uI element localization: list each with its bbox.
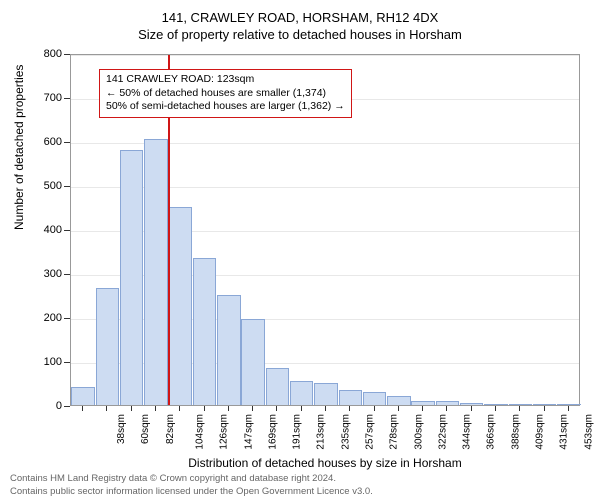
x-tick-label: 82sqm bbox=[165, 414, 176, 444]
histogram-bar bbox=[217, 295, 240, 405]
annotation-line: ← 50% of detached houses are smaller (1,… bbox=[106, 87, 345, 101]
x-tick-label: 366sqm bbox=[486, 414, 497, 450]
x-tick-label: 147sqm bbox=[243, 414, 254, 450]
x-tick-label: 409sqm bbox=[535, 414, 546, 450]
chart-plot-area: 141 CRAWLEY ROAD: 123sqm← 50% of detache… bbox=[70, 54, 580, 406]
histogram-bar bbox=[363, 392, 386, 405]
x-tick-label: 278sqm bbox=[389, 414, 400, 450]
x-tick-mark bbox=[179, 406, 180, 411]
y-tick-label: 300 bbox=[2, 268, 62, 280]
histogram-bar bbox=[339, 390, 362, 405]
y-tick-label: 700 bbox=[2, 92, 62, 104]
histogram-bar bbox=[290, 381, 313, 405]
footer-line1: Contains HM Land Registry data © Crown c… bbox=[10, 473, 373, 485]
histogram-bar bbox=[436, 401, 459, 405]
chart-container: 141, CRAWLEY ROAD, HORSHAM, RH12 4DX Siz… bbox=[0, 0, 600, 500]
x-tick-label: 191sqm bbox=[292, 414, 303, 450]
x-axis: Distribution of detached houses by size … bbox=[70, 406, 580, 456]
x-tick-mark bbox=[325, 406, 326, 411]
x-tick-mark bbox=[301, 406, 302, 411]
y-axis: 0100200300400500600700800 bbox=[0, 54, 70, 406]
histogram-bar bbox=[314, 383, 337, 405]
y-tick-label: 400 bbox=[2, 224, 62, 236]
x-tick-mark bbox=[471, 406, 472, 411]
annotation-box: 141 CRAWLEY ROAD: 123sqm← 50% of detache… bbox=[99, 69, 352, 118]
histogram-bar bbox=[169, 207, 192, 405]
histogram-bar bbox=[266, 368, 289, 405]
histogram-bar bbox=[484, 404, 507, 405]
x-tick-mark bbox=[422, 406, 423, 411]
histogram-bar bbox=[120, 150, 143, 405]
x-tick-label: 388sqm bbox=[510, 414, 521, 450]
histogram-bar bbox=[460, 403, 483, 405]
histogram-bar bbox=[193, 258, 216, 405]
x-tick-label: 453sqm bbox=[583, 414, 594, 450]
x-tick-label: 213sqm bbox=[316, 414, 327, 450]
y-tick-label: 200 bbox=[2, 312, 62, 324]
x-tick-label: 257sqm bbox=[365, 414, 376, 450]
y-tick-label: 500 bbox=[2, 180, 62, 192]
x-tick-label: 322sqm bbox=[437, 414, 448, 450]
histogram-bar bbox=[387, 396, 410, 405]
x-tick-mark bbox=[106, 406, 107, 411]
histogram-bar bbox=[241, 319, 264, 405]
x-tick-label: 169sqm bbox=[267, 414, 278, 450]
x-tick-label: 300sqm bbox=[413, 414, 424, 450]
x-tick-mark bbox=[131, 406, 132, 411]
x-tick-mark bbox=[349, 406, 350, 411]
y-tick-label: 0 bbox=[2, 400, 62, 412]
x-tick-mark bbox=[82, 406, 83, 411]
annotation-line: 141 CRAWLEY ROAD: 123sqm bbox=[106, 73, 345, 87]
histogram-bar bbox=[96, 288, 119, 405]
x-tick-label: 344sqm bbox=[462, 414, 473, 450]
annotation-line: 50% of semi-detached houses are larger (… bbox=[106, 100, 345, 114]
x-tick-mark bbox=[204, 406, 205, 411]
x-tick-label: 60sqm bbox=[140, 414, 151, 444]
histogram-bar bbox=[533, 404, 556, 405]
x-tick-mark bbox=[446, 406, 447, 411]
y-tick-label: 600 bbox=[2, 136, 62, 148]
x-tick-label: 38sqm bbox=[116, 414, 127, 444]
x-tick-mark bbox=[495, 406, 496, 411]
chart-title-main: 141, CRAWLEY ROAD, HORSHAM, RH12 4DX bbox=[0, 0, 600, 25]
x-tick-mark bbox=[252, 406, 253, 411]
x-tick-mark bbox=[568, 406, 569, 411]
y-tick-label: 800 bbox=[2, 48, 62, 60]
y-tick-label: 100 bbox=[2, 356, 62, 368]
x-tick-mark bbox=[544, 406, 545, 411]
gridline bbox=[71, 55, 579, 56]
x-axis-label: Distribution of detached houses by size … bbox=[70, 456, 580, 470]
x-tick-label: 235sqm bbox=[340, 414, 351, 450]
histogram-bar bbox=[557, 404, 580, 405]
x-tick-mark bbox=[228, 406, 229, 411]
x-tick-label: 104sqm bbox=[195, 414, 206, 450]
histogram-bar bbox=[71, 387, 94, 405]
footer-attribution: Contains HM Land Registry data © Crown c… bbox=[10, 473, 373, 498]
x-tick-label: 431sqm bbox=[559, 414, 570, 450]
histogram-bar bbox=[509, 404, 532, 405]
x-tick-mark bbox=[276, 406, 277, 411]
x-tick-mark bbox=[155, 406, 156, 411]
histogram-bar bbox=[144, 139, 167, 405]
histogram-bar bbox=[411, 401, 434, 405]
x-tick-mark bbox=[398, 406, 399, 411]
chart-title-sub: Size of property relative to detached ho… bbox=[0, 25, 600, 48]
x-tick-label: 126sqm bbox=[219, 414, 230, 450]
x-tick-mark bbox=[374, 406, 375, 411]
x-tick-mark bbox=[519, 406, 520, 411]
footer-line2: Contains public sector information licen… bbox=[10, 486, 373, 498]
